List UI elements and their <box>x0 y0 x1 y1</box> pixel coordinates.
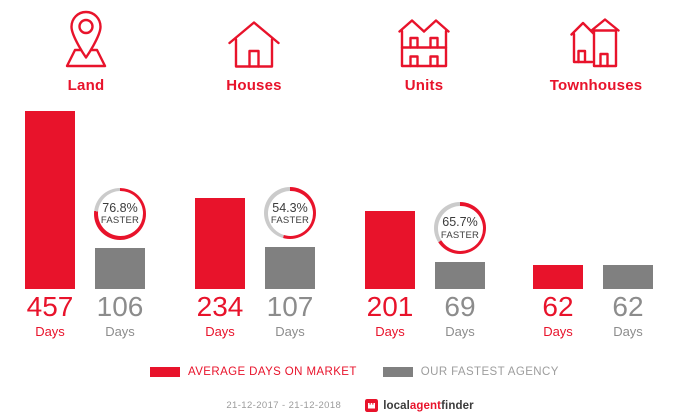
faster-percentage: 76.8% <box>102 201 138 216</box>
bar-land-average <box>25 111 75 289</box>
category-header-houses: Houses <box>184 9 324 94</box>
category-header-units: Units <box>354 9 494 94</box>
category-label: Land <box>67 77 105 94</box>
house-icon <box>228 9 280 68</box>
category-header-land: Land <box>16 9 156 94</box>
bar-houses-average <box>195 197 245 289</box>
category-label: Units <box>404 77 444 94</box>
crown-icon <box>365 399 379 412</box>
date-range: 21-12-2017 - 21-12-2018 <box>226 400 342 411</box>
faster-badge-land: 76.8% FASTER <box>94 187 146 240</box>
value-land-fastest: 106 Days <box>96 291 144 340</box>
faster-badge-houses: 54.3% FASTER <box>264 187 316 240</box>
bar-units-fastest <box>435 262 485 289</box>
value-townhouses-fastest: 62 Days <box>612 291 644 340</box>
localagentfinder-logo: localagentfinder <box>365 399 474 412</box>
chart-legend: AVERAGE DAYS ON MARKET OUR FASTEST AGENC… <box>150 366 559 378</box>
faster-label: FASTER <box>440 229 480 241</box>
value-units-average: 201 Days <box>366 291 414 340</box>
bar-townhouses-fastest <box>603 264 653 289</box>
value-units-fastest: 69 Days <box>444 291 476 340</box>
logo-text: localagentfinder <box>383 399 474 412</box>
duplex-icon <box>398 9 450 68</box>
map-pin-icon <box>64 9 108 68</box>
legend-label-fastest: OUR FASTEST AGENCY <box>420 366 559 378</box>
category-header-townhouses: Townhouses <box>526 9 666 94</box>
faster-label: FASTER <box>270 215 310 226</box>
faster-label: FASTER <box>100 215 140 227</box>
value-land-average: 457 Days <box>26 291 74 340</box>
legend-swatch-fastest <box>382 367 413 377</box>
category-label: Townhouses <box>549 77 643 94</box>
bar-chart: 76.8% FASTER 54.3% FASTER 65.7% FASTER <box>0 111 700 289</box>
faster-badge-units: 65.7% FASTER <box>434 202 486 255</box>
legend-label-average: AVERAGE DAYS ON MARKET <box>188 366 357 378</box>
faster-percentage: 65.7% <box>442 215 478 230</box>
townhouses-icon <box>570 9 622 68</box>
value-houses-average: 234 Days <box>196 291 244 340</box>
bar-houses-fastest <box>265 247 315 289</box>
bar-land-fastest <box>95 247 145 289</box>
value-townhouses-average: 62 Days <box>542 291 574 340</box>
value-houses-fastest: 107 Days <box>266 291 314 340</box>
legend-swatch-average <box>150 367 180 377</box>
footer: 21-12-2017 - 21-12-2018 localagentfinder <box>0 399 700 412</box>
faster-percentage: 54.3% <box>272 200 308 215</box>
category-label: Houses <box>226 77 282 94</box>
bar-units-average <box>365 210 415 289</box>
bar-townhouses-average <box>533 264 583 289</box>
